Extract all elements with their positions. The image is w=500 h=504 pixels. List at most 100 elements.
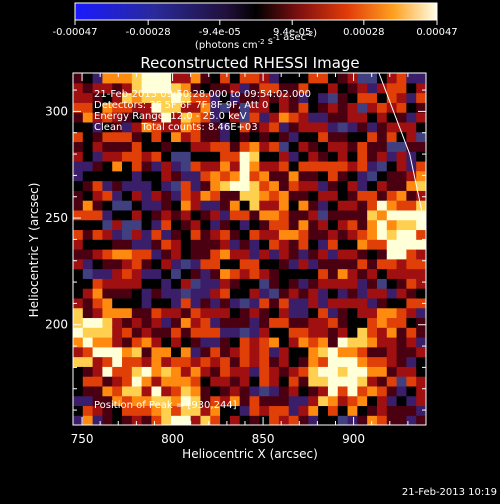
heatmap-cell — [102, 200, 113, 211]
heatmap-cell — [112, 229, 123, 240]
heatmap-cell — [151, 131, 162, 143]
heatmap-cell — [151, 356, 162, 367]
heatmap-cell — [161, 376, 172, 387]
heatmap-cell — [73, 112, 84, 123]
heatmap-cell — [318, 307, 329, 319]
heatmap-cell — [298, 161, 309, 172]
heatmap-cell — [220, 297, 231, 309]
heatmap-cell — [406, 356, 417, 367]
heatmap-cell — [298, 288, 309, 299]
heatmap-cell — [396, 151, 407, 162]
heatmap-cell — [327, 268, 339, 279]
heatmap-cell — [278, 278, 290, 289]
heatmap-cell — [406, 415, 417, 425]
heatmap-cell — [131, 395, 143, 407]
heatmap-cell — [367, 415, 378, 425]
heatmap-cell — [249, 82, 260, 94]
heatmap-cell — [406, 200, 417, 211]
heatmap-cell — [131, 376, 143, 387]
heatmap-cell — [210, 317, 221, 328]
heatmap-cell — [259, 317, 270, 328]
heatmap-cell — [278, 258, 290, 270]
heatmap-cell — [357, 395, 368, 407]
heatmap-cell — [269, 297, 280, 309]
heatmap-cell — [416, 141, 426, 152]
heatmap-cell — [151, 239, 162, 250]
heatmap-cell — [200, 131, 211, 143]
heatmap-cell — [337, 297, 349, 309]
heatmap-cell — [337, 258, 349, 270]
heatmap-cell — [210, 415, 221, 425]
heatmap-cell — [180, 141, 192, 152]
heatmap-cell — [416, 82, 426, 94]
heatmap-cell — [357, 219, 368, 231]
heatmap-cell — [102, 112, 113, 123]
heatmap-cell — [416, 288, 426, 299]
heatmap-cell — [200, 219, 211, 231]
heatmap-cell — [406, 317, 417, 328]
heatmap-cell — [249, 239, 260, 250]
heatmap-cell — [122, 112, 133, 123]
heatmap-cell — [406, 307, 417, 319]
heatmap-cell — [269, 395, 280, 407]
heatmap-cell — [210, 121, 221, 133]
heatmap-cell — [337, 395, 349, 407]
heatmap-cell — [82, 180, 94, 191]
heatmap-cell — [288, 92, 300, 103]
heatmap-cell — [406, 278, 417, 289]
heatmap-cell — [249, 268, 260, 279]
heatmap-cell — [337, 200, 349, 211]
heatmap-cell — [386, 258, 398, 270]
heatmap-cell — [171, 170, 182, 182]
heatmap-cell — [396, 180, 407, 191]
heatmap-cell — [298, 258, 309, 270]
heatmap-cell — [239, 209, 251, 221]
heatmap-cell — [396, 92, 407, 103]
heatmap-cell — [220, 288, 231, 299]
heatmap-cell — [82, 131, 94, 143]
heatmap-cell — [190, 131, 202, 143]
heatmap-cell — [229, 92, 241, 103]
heatmap-cell — [141, 385, 153, 397]
heatmap-cell — [367, 121, 378, 133]
heatmap-cell — [327, 161, 339, 172]
heatmap-cell — [73, 170, 84, 182]
heatmap-cell — [318, 82, 329, 94]
heatmap-cell — [171, 249, 182, 260]
heatmap-cell — [220, 307, 231, 319]
heatmap-cell — [416, 346, 426, 358]
heatmap-cell — [396, 112, 407, 123]
heatmap-cell — [92, 288, 104, 299]
heatmap-cell — [308, 278, 319, 289]
heatmap-cell — [92, 307, 104, 319]
heatmap-cell — [82, 288, 94, 299]
heatmap-cell — [416, 415, 426, 425]
heatmap-cell — [200, 346, 211, 358]
heatmap-cell — [337, 112, 349, 123]
heatmap-cell — [151, 258, 162, 270]
heatmap-cell — [269, 288, 280, 299]
heatmap-cell — [318, 92, 329, 103]
heatmap-cell — [73, 229, 84, 240]
heatmap-cell — [220, 405, 231, 416]
heatmap-cell — [151, 268, 162, 279]
heatmap-cell — [92, 92, 104, 103]
heatmap-cell — [318, 327, 329, 338]
heatmap-cell — [92, 200, 104, 211]
heatmap-cell — [171, 278, 182, 289]
heatmap-cell — [151, 376, 162, 387]
heatmap-cell — [269, 356, 280, 367]
heatmap-cell — [288, 385, 300, 397]
heatmap-cell — [122, 102, 133, 113]
heatmap-cell — [200, 180, 211, 191]
heatmap-cell — [82, 278, 94, 289]
heatmap-cell — [151, 395, 162, 407]
heatmap-cell — [92, 278, 104, 289]
heatmap-cell — [396, 317, 407, 328]
heatmap-cell — [269, 190, 280, 201]
heatmap-cell — [327, 190, 339, 201]
heatmap-cell — [288, 161, 300, 172]
heatmap-cell — [112, 121, 123, 133]
heatmap-cell — [347, 288, 358, 299]
heatmap-cell — [376, 317, 388, 328]
